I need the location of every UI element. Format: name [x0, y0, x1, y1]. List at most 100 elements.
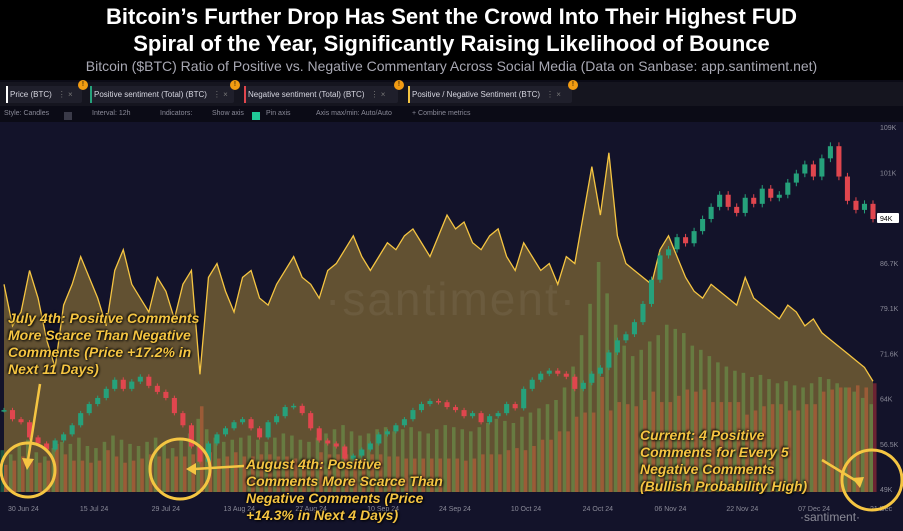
price-candle: [9, 410, 16, 420]
positive-sentiment-bar: [8, 454, 13, 492]
y-tick-label: 49K: [880, 487, 893, 494]
positive-sentiment-bar: [486, 423, 490, 492]
positive-sentiment-bar: [307, 441, 311, 492]
positive-sentiment-bar: [520, 416, 524, 492]
negative-sentiment-bar: [361, 458, 366, 492]
x-tick-label: 24 Oct 24: [583, 506, 613, 513]
santiment-watermark: ·santiment·: [325, 273, 578, 325]
annotation-arrowhead-july: [22, 458, 34, 470]
style-selector[interactable]: Style: Candles: [4, 110, 50, 117]
x-tick-label: 06 Nov 24: [655, 506, 687, 513]
price-candle: [580, 382, 586, 389]
price-candle: [103, 388, 109, 398]
legend-color-swatch: [244, 86, 246, 103]
negative-sentiment-bar: [694, 391, 698, 492]
price-candle: [154, 385, 160, 392]
chart-toolbar: Style: Candles Interval: 12h Indicators:…: [0, 108, 903, 122]
negative-sentiment-bar: [421, 458, 426, 492]
negative-sentiment-bar: [55, 443, 59, 492]
negative-sentiment-bar: [21, 456, 25, 492]
negative-sentiment-bar: [447, 458, 451, 492]
positive-sentiment-bar: [605, 293, 609, 492]
price-candle: [665, 249, 672, 256]
negative-sentiment-bar: [404, 458, 408, 492]
price-candle: [648, 279, 655, 304]
negative-sentiment-bar: [728, 402, 732, 492]
negative-sentiment-bar: [336, 454, 340, 492]
negative-sentiment-bar: [762, 406, 766, 492]
negative-sentiment-bar: [719, 402, 724, 492]
positive-sentiment-bar: [613, 324, 618, 492]
chart-subtitle: Bitcoin ($BTC) Ratio of Positive vs. Neg…: [85, 58, 818, 74]
more-options-icon[interactable]: ⋮ ×: [212, 90, 228, 99]
price-candle: [751, 197, 757, 204]
price-candle: [810, 164, 816, 177]
positive-sentiment-bar: [503, 420, 507, 492]
positive-sentiment-bar: [596, 262, 601, 492]
positive-sentiment-bar: [34, 452, 39, 492]
indicators-selector[interactable]: Indicators:: [160, 110, 193, 117]
positive-sentiment-bar: [852, 391, 856, 492]
legend-chip-price[interactable]: Price (BTC) ⋮ × !: [6, 80, 88, 103]
negative-sentiment-bar: [259, 454, 264, 492]
negative-sentiment-bar: [745, 414, 749, 492]
price-candle: [52, 440, 58, 450]
legend-color-swatch: [408, 86, 410, 103]
legend-chip-negative[interactable]: Negative sentiment (Total) (BTC) ⋮ × !: [244, 80, 404, 103]
positive-sentiment-bar: [835, 383, 839, 492]
price-candle: [487, 416, 493, 423]
positive-sentiment-bar: [375, 429, 379, 492]
positive-sentiment-bar: [469, 431, 473, 492]
price-candle: [827, 146, 833, 159]
price-candle: [478, 413, 484, 423]
ratio-area: [4, 152, 873, 492]
negative-sentiment-bar: [182, 456, 187, 492]
chart-title-line1: Bitcoin’s Further Drop Has Sent the Crow…: [106, 4, 797, 29]
legend-chip-ratio[interactable]: Positive / Negative Sentiment (BTC) ⋮ × !: [408, 80, 578, 103]
price-candle: [137, 376, 143, 382]
price-candle: [742, 197, 748, 213]
combine-metrics-button[interactable]: + Combine metrics: [412, 110, 471, 117]
more-options-icon[interactable]: ⋮ ×: [57, 90, 73, 99]
positive-sentiment-bar: [239, 437, 243, 492]
negative-sentiment-bar: [838, 387, 843, 492]
price-candle: [623, 334, 629, 341]
price-candle: [86, 404, 92, 414]
negative-sentiment-bar: [608, 410, 613, 492]
price-candle: [512, 404, 518, 409]
positive-sentiment-bar: [358, 435, 362, 492]
positive-sentiment-bar: [818, 377, 822, 492]
price-candle: [342, 446, 348, 459]
positive-sentiment-bar: [417, 431, 422, 492]
negative-sentiment-bar: [38, 462, 42, 492]
positive-sentiment-bar: [85, 446, 90, 492]
x-tick-label: 27 Aug 24: [295, 506, 327, 513]
price-candle: [248, 419, 254, 429]
interval-selector[interactable]: Interval: 12h: [92, 110, 131, 117]
more-options-icon[interactable]: ⋮ ×: [546, 90, 561, 99]
price-candle: [240, 419, 246, 423]
price-candle: [367, 443, 373, 450]
positive-sentiment-bar: [434, 429, 439, 492]
more-options-icon[interactable]: ⋮ ×: [370, 90, 386, 99]
positive-sentiment-bar: [264, 441, 269, 492]
positive-sentiment-bar: [656, 335, 661, 492]
negative-sentiment-bar: [234, 452, 238, 492]
legend-chip-positive[interactable]: Positive sentiment (Total) (BTC) ⋮ × !: [90, 80, 240, 103]
positive-sentiment-bar: [843, 387, 848, 492]
price-candle: [606, 352, 612, 368]
price-candle: [78, 413, 84, 426]
negative-sentiment-bar: [438, 458, 443, 492]
legend-label-negative: Negative sentiment (Total) (BTC): [248, 90, 365, 99]
negative-sentiment-bar: [574, 416, 579, 492]
price-candle: [657, 255, 663, 280]
negative-sentiment-bar: [72, 460, 76, 492]
show-axis-toggle[interactable]: Show axis: [212, 110, 244, 117]
axis-minmax-selector[interactable]: Axis max/min: Auto/Auto: [316, 110, 392, 117]
price-candle: [640, 303, 646, 323]
positive-sentiment-bar: [588, 303, 592, 492]
negative-sentiment-bar: [736, 402, 741, 492]
x-tick-label: 10 Oct 24: [511, 506, 541, 513]
positive-sentiment-bar: [537, 408, 541, 492]
negative-sentiment-bar: [634, 406, 638, 492]
